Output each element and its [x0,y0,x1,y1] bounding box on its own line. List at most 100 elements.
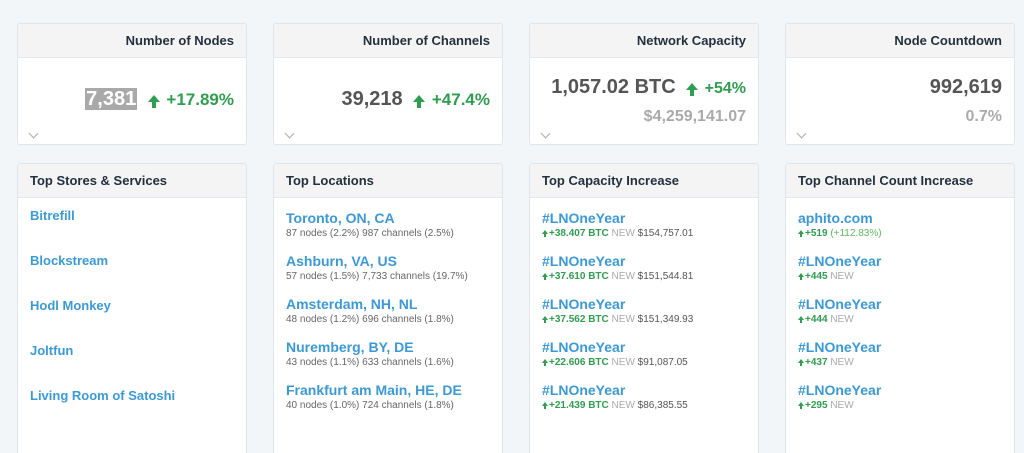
list-item: #LNOneYear +21.439 BTC NEW $86,385.55 [542,380,746,423]
stat-card-capacity: Network Capacity 1,057.02 BTC +54% $4,25… [529,23,759,145]
card-title: Network Capacity [530,24,758,58]
arrow-up-icon [542,230,548,237]
node-link[interactable]: #LNOneYear [798,253,882,269]
new-badge: NEW [611,357,635,368]
store-link[interactable]: Joltfun [30,343,74,358]
chevron-down-icon[interactable] [28,128,39,139]
channel-delta: +295 [805,400,828,411]
channels-value: 39,218 [341,88,403,110]
card-title: Node Countdown [786,24,1014,58]
list-item: #LNOneYear +444 NEW [798,294,1002,337]
list-item: Nuremberg, BY, DE 43 nodes (1.1%) 633 cha… [286,337,490,380]
channel-delta: +444 [805,314,828,325]
card-title: Top Locations [274,164,502,198]
countdown-value: 992,619 [929,76,1002,98]
capacity-delta: +22.606 BTC [549,357,609,368]
countdown-percent: 0.7% [965,108,1002,125]
list-item: Frankfurt am Main, HE, DE 40 nodes (1.0%)… [286,380,490,423]
list-item: #LNOneYear +445 NEW [798,251,1002,294]
arrow-up-icon [798,230,804,237]
location-meta: 48 nodes (1.2%) 696 channels (1.8%) [286,314,454,325]
location-link[interactable]: Ashburn, VA, US [286,253,397,269]
location-meta: 57 nodes (1.5%) 7,733 channels (19.7%) [286,271,468,282]
nodes-delta: +17.89% [166,90,234,109]
list-item: #LNOneYear +437 NEW [798,337,1002,380]
location-link[interactable]: Toronto, ON, CA [286,210,395,226]
capacity-delta: +38.407 BTC [549,228,609,239]
usd-value: $86,385.55 [637,400,688,411]
arrow-up-icon [798,359,804,366]
chevron-down-icon[interactable] [284,128,295,139]
list-item: Ashburn, VA, US 57 nodes (1.5%) 7,733 cha… [286,251,490,294]
list-item: #LNOneYear +37.562 BTC NEW $151,349.93 [542,294,746,337]
node-link[interactable]: #LNOneYear [542,339,626,355]
chevron-down-icon[interactable] [540,128,551,139]
node-link[interactable]: aphito.com [798,210,873,226]
card-title: Number of Nodes [18,24,246,58]
top-channel-count-card: Top Channel Count Increase aphito.com +5… [785,163,1015,453]
new-badge: NEW [611,400,635,411]
new-badge: NEW [611,314,635,325]
new-badge: NEW [830,400,854,411]
node-link[interactable]: #LNOneYear [542,382,626,398]
store-link[interactable]: Blockstream [30,253,109,268]
top-capacity-card: Top Capacity Increase #LNOneYear +38.407… [529,163,759,453]
location-meta: 43 nodes (1.1%) 633 channels (1.6%) [286,357,454,368]
node-link[interactable]: #LNOneYear [798,296,882,312]
arrow-up-icon [798,402,804,409]
new-badge: NEW [830,314,854,325]
capacity-delta: +37.610 BTC [549,271,609,282]
channels-delta: +47.4% [431,90,490,109]
channel-delta: +445 [805,271,828,282]
node-link[interactable]: #LNOneYear [542,253,626,269]
location-meta: 87 nodes (2.2%) 987 channels (2.5%) [286,228,454,239]
location-meta: 40 nodes (1.0%) 724 channels (1.8%) [286,400,454,411]
nodes-value: 7,381 [85,88,138,110]
capacity-delta: +54% [704,80,746,97]
node-link[interactable]: #LNOneYear [542,210,626,226]
list-item: Toronto, ON, CA 87 nodes (2.2%) 987 chann… [286,208,490,251]
capacity-delta: +21.439 BTC [549,400,609,411]
store-link[interactable]: Living Room of Satoshi [30,388,176,403]
usd-value: $151,544.81 [637,271,694,282]
new-badge: NEW [611,271,635,282]
location-link[interactable]: Nuremberg, BY, DE [286,339,414,355]
list-item: #LNOneYear +295 NEW [798,380,1002,423]
location-link[interactable]: Amsterdam, NH, NL [286,296,418,312]
stat-card-channels: Number of Channels 39,218 +47.4% [273,23,503,145]
location-link[interactable]: Frankfurt am Main, HE, DE [286,382,462,398]
store-link[interactable]: Bitrefill [30,208,75,223]
usd-value: $151,349.93 [637,314,694,325]
store-link[interactable]: Hodl Monkey [30,298,111,313]
channel-delta-percent: (+112.83%) [830,228,882,239]
new-badge: NEW [611,228,635,239]
channel-delta: +437 [805,357,828,368]
node-link[interactable]: #LNOneYear [798,339,882,355]
list-item: #LNOneYear +38.407 BTC NEW $154,757.01 [542,208,746,251]
usd-value: $91,087.05 [637,357,688,368]
arrow-up-icon [147,95,160,109]
arrow-up-icon [542,359,548,366]
card-title: Top Channel Count Increase [786,164,1014,198]
capacity-value: 1,057.02 BTC [551,76,676,98]
channel-delta: +519 [805,228,828,239]
node-link[interactable]: #LNOneYear [542,296,626,312]
card-title: Top Stores & Services [18,164,246,198]
chevron-down-icon[interactable] [796,128,807,139]
top-stores-card: Top Stores & Services Bitrefill Blockstr… [17,163,247,453]
list-item: #LNOneYear +37.610 BTC NEW $151,544.81 [542,251,746,294]
arrow-up-icon [542,402,548,409]
arrow-up-icon [413,95,426,109]
list-item: aphito.com +519 (+112.83%) [798,208,1002,251]
list-item: Amsterdam, NH, NL 48 nodes (1.2%) 696 cha… [286,294,490,337]
usd-value: $154,757.01 [637,228,694,239]
node-link[interactable]: #LNOneYear [798,382,882,398]
card-title: Number of Channels [274,24,502,58]
arrow-up-icon [798,316,804,323]
stat-card-countdown: Node Countdown 992,619 0.7% [785,23,1015,145]
arrow-up-icon [798,273,804,280]
arrow-up-icon [542,273,548,280]
capacity-usd: $4,259,141.07 [643,108,746,125]
capacity-delta: +37.562 BTC [549,314,609,325]
list-item: #LNOneYear +22.606 BTC NEW $91,087.05 [542,337,746,380]
